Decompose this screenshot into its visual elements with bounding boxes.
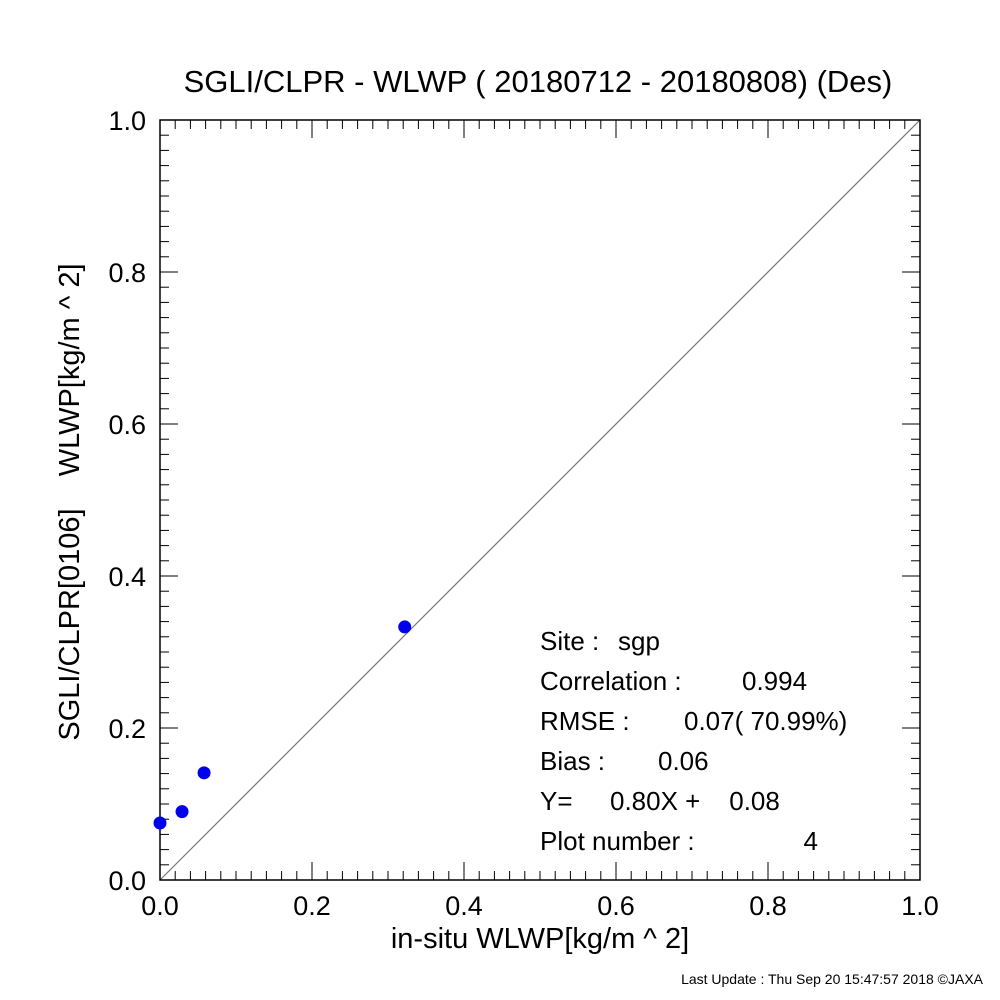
one-to-one-line	[159, 119, 921, 881]
y-tick-label: 0.2	[108, 714, 146, 744]
y-tick-label: 0.6	[108, 410, 146, 440]
y-tick-label: 0.0	[108, 866, 146, 896]
site-label: Site :	[540, 626, 599, 656]
y-tick-label: 0.8	[108, 258, 146, 288]
plot-number-value: 4	[804, 826, 818, 856]
data-point	[175, 805, 189, 819]
y-axis-label: SGLI/CLPR[0106] WLWP[kg/m ^ 2]	[54, 263, 86, 740]
chart-title: SGLI/CLPR - WLWP ( 20180712 - 20180808) …	[184, 64, 893, 99]
y-tick-label: 0.4	[108, 562, 146, 592]
correlation-value: 0.994	[742, 666, 807, 696]
y-tick-label: 1.0	[108, 106, 146, 136]
data-point	[398, 620, 412, 634]
x-tick-label: 0.0	[141, 891, 179, 921]
statistics-block: Site : sgp Correlation : 0.994 RMSE : 0.…	[540, 626, 847, 856]
last-update-footer: Last Update : Thu Sep 20 15:47:57 2018 ©…	[681, 971, 984, 987]
site-value: sgp	[618, 626, 660, 656]
rmse-value: 0.07( 70.99%)	[684, 706, 847, 736]
bias-value: 0.06	[658, 746, 709, 776]
x-tick-label: 0.8	[749, 891, 787, 921]
plot-number-label: Plot number :	[540, 826, 695, 856]
data-point	[197, 766, 211, 780]
bias-label: Bias :	[540, 746, 605, 776]
x-tick-label: 0.4	[445, 891, 483, 921]
regression-label: Y=	[540, 786, 573, 816]
rmse-label: RMSE :	[540, 706, 630, 736]
x-axis-label: in-situ WLWP[kg/m ^ 2]	[391, 923, 689, 955]
regression-value: 0.80X + 0.08	[610, 786, 780, 816]
x-tick-label: 1.0	[901, 891, 939, 921]
x-tick-label: 0.6	[597, 891, 635, 921]
correlation-label: Correlation :	[540, 666, 682, 696]
data-point	[153, 816, 167, 830]
x-tick-label: 0.2	[293, 891, 331, 921]
